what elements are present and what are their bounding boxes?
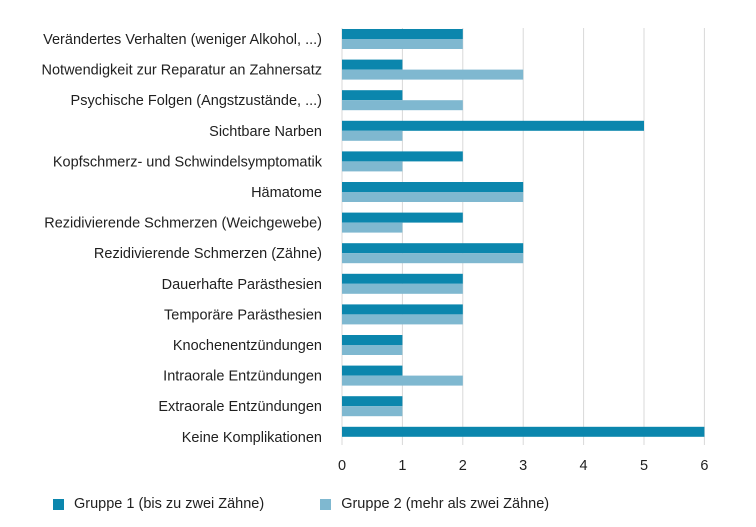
bar-series-2 — [342, 39, 463, 49]
legend-item-group-1: Gruppe 1 (bis zu zwei Zähne) — [53, 496, 264, 512]
bar-series-1 — [342, 212, 463, 223]
bar-series-1 — [342, 335, 403, 345]
category-label: Sichtbare Narben — [209, 124, 322, 140]
bar-series-2 — [342, 222, 403, 233]
bar-series-1 — [342, 396, 403, 407]
bar-series-1 — [342, 304, 463, 315]
category-label: Kopfschmerz- und Schwindelsymptomatik — [53, 154, 323, 170]
bar-series-2 — [342, 375, 463, 386]
bar-series-2 — [342, 283, 463, 294]
bar-series-2 — [342, 192, 524, 202]
bar-series-1 — [342, 273, 463, 284]
bar-series-2 — [342, 406, 403, 417]
category-label: Rezidivierende Schmerzen (Zähne) — [94, 246, 322, 262]
legend-label-group-1: Gruppe 1 (bis zu zwei Zähne) — [74, 496, 265, 512]
bar-series-1 — [342, 59, 403, 70]
category-label: Notwendigkeit zur Reparatur an Zahnersat… — [42, 63, 322, 79]
bar-series-2 — [342, 130, 403, 141]
category-labels: Verändertes Verhalten (weniger Alkohol, … — [42, 32, 323, 446]
bar-series-1 — [342, 182, 524, 192]
bar-series-1 — [342, 243, 524, 254]
bar-series-2 — [342, 161, 403, 172]
category-label: Verändertes Verhalten (weniger Alkohol, … — [43, 32, 322, 48]
category-label: Keine Komplikationen — [182, 430, 322, 446]
bar-series-1 — [342, 426, 705, 437]
x-tick-label: 1 — [398, 458, 406, 474]
category-label: Rezidivierende Schmerzen (Weichgewebe) — [44, 216, 322, 232]
bar-series-1 — [342, 365, 403, 376]
legend-label-group-2: Gruppe 2 (mehr als zwei Zähne) — [341, 496, 550, 512]
category-label: Temporäre Parästhesien — [164, 307, 322, 323]
bar-series-2 — [342, 345, 403, 355]
category-label: Extraorale Entzündungen — [158, 399, 322, 415]
bar-series-2 — [342, 100, 463, 111]
legend-item-group-2: Gruppe 2 (mehr als zwei Zähne) — [320, 496, 549, 512]
bar-series-2 — [342, 253, 524, 264]
x-tick-label: 6 — [700, 458, 708, 474]
bar-series-1 — [342, 120, 644, 131]
x-tick-label: 3 — [519, 458, 527, 474]
bar-series-1 — [342, 151, 463, 162]
bars — [342, 29, 705, 437]
x-tick-label: 5 — [640, 458, 648, 474]
bar-series-2 — [342, 69, 524, 80]
bar-series-1 — [342, 90, 403, 101]
category-label: Hämatome — [251, 185, 322, 201]
category-label: Intraorale Entzündungen — [163, 369, 322, 385]
bar-series-1 — [342, 29, 463, 39]
legend: Gruppe 1 (bis zu zwei Zähne) Gruppe 2 (m… — [53, 496, 549, 512]
legend-swatch-group-1 — [53, 498, 64, 510]
category-label: Knochenentzündungen — [173, 338, 322, 354]
bar-series-2 — [342, 314, 463, 325]
category-label: Psychische Folgen (Angstzustände, ...) — [71, 93, 322, 109]
x-tick-label: 2 — [459, 458, 467, 474]
x-tick-label: 4 — [580, 458, 588, 474]
x-tick-label: 0 — [338, 458, 346, 474]
category-label: Dauerhafte Parästhesien — [162, 277, 322, 293]
legend-swatch-group-2 — [320, 498, 332, 510]
x-tick-labels: 0 1 2 3 4 5 6 — [338, 458, 708, 474]
